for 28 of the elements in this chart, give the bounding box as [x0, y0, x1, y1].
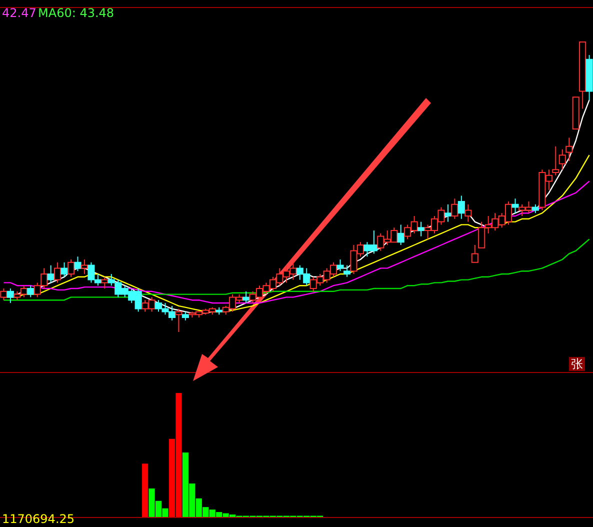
candlestick — [336, 259, 344, 272]
text: MA60: 43.48 — [38, 6, 114, 20]
bar — [142, 464, 148, 517]
candlestick — [566, 137, 573, 162]
candlestick — [451, 198, 458, 220]
candlestick — [74, 256, 82, 272]
candlestick — [6, 288, 14, 304]
candlestick — [417, 221, 425, 237]
text: 42.47 — [2, 6, 36, 20]
text: 张 — [569, 357, 585, 371]
candlestick — [101, 276, 108, 289]
candlestick — [458, 195, 465, 220]
candlestick — [175, 308, 182, 332]
candlestick — [552, 146, 560, 176]
candlestick — [343, 264, 351, 278]
candlestick — [242, 290, 250, 304]
candlestick — [471, 244, 478, 263]
candlestick — [67, 259, 75, 278]
candlestick — [47, 264, 54, 284]
candlestick — [558, 148, 566, 170]
candlestick — [0, 288, 8, 301]
candlestick — [397, 224, 404, 246]
candlestick — [54, 262, 62, 284]
candlestick — [512, 198, 519, 214]
candlestick — [444, 204, 452, 222]
candlestick — [60, 262, 68, 278]
candlestick — [464, 204, 472, 222]
candlestick — [27, 285, 34, 298]
